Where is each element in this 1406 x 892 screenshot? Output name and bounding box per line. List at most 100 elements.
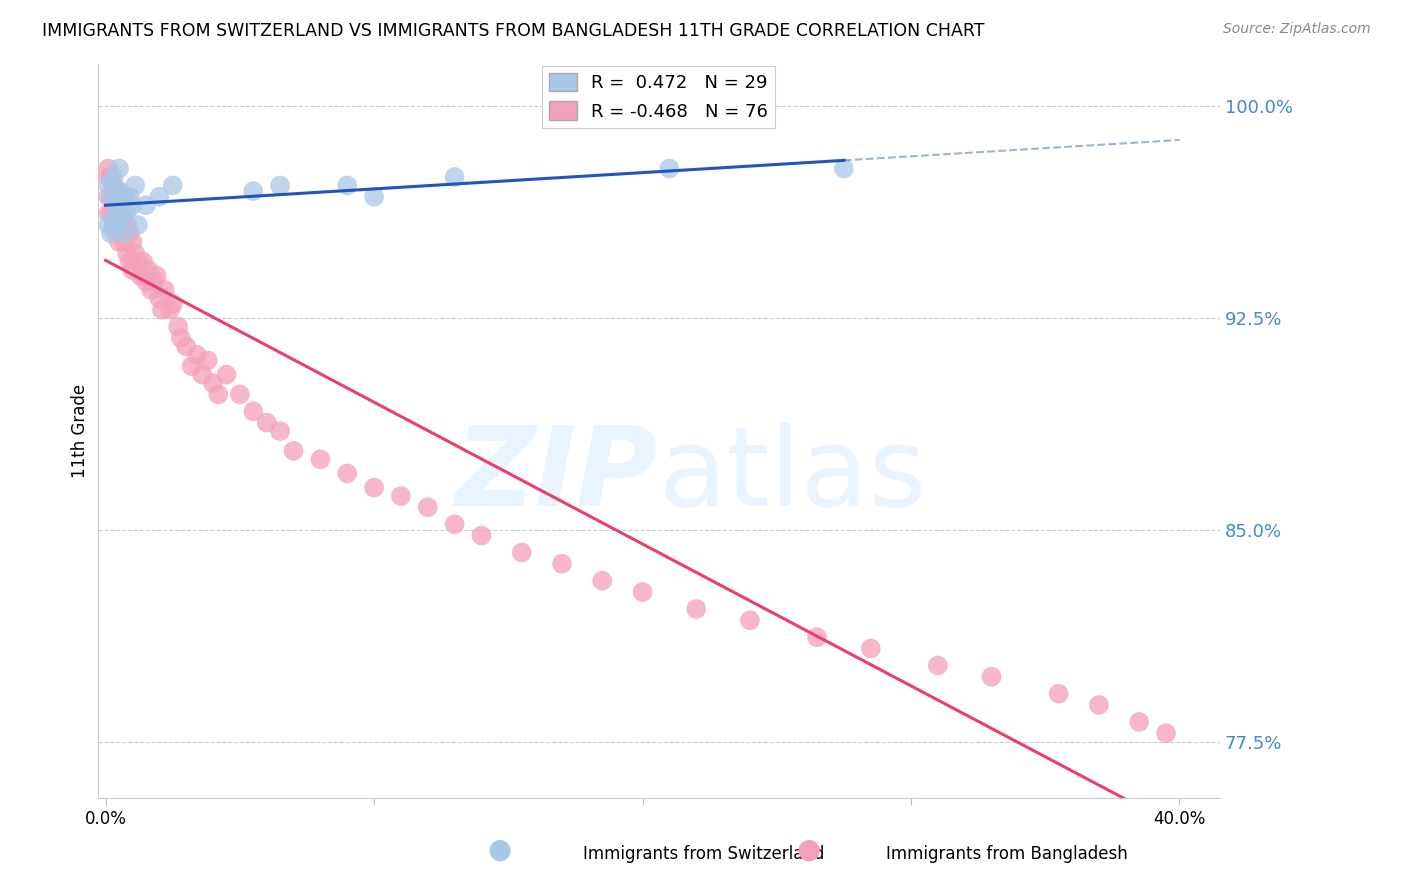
- Point: [180, 359, 202, 373]
- Point: [108, 207, 131, 221]
- Point: [97, 169, 120, 184]
- Point: [389, 489, 412, 503]
- Point: [121, 198, 143, 212]
- Point: [148, 190, 170, 204]
- Point: [269, 178, 291, 193]
- Point: [111, 227, 134, 241]
- Point: [443, 169, 465, 184]
- Point: [202, 376, 225, 390]
- Point: [806, 630, 828, 644]
- Point: [112, 227, 135, 241]
- Point: [129, 268, 152, 283]
- Point: [658, 161, 681, 176]
- Point: [551, 557, 574, 571]
- Point: [111, 198, 134, 212]
- Point: [363, 481, 385, 495]
- Point: [283, 443, 305, 458]
- Point: [135, 275, 157, 289]
- Point: [256, 416, 278, 430]
- Text: Immigrants from Bangladesh: Immigrants from Bangladesh: [886, 846, 1128, 863]
- Point: [115, 246, 138, 260]
- Text: Immigrants from Switzerland: Immigrants from Switzerland: [583, 846, 825, 863]
- Point: [153, 283, 176, 297]
- Point: [591, 574, 613, 588]
- Point: [148, 292, 170, 306]
- Text: ●: ●: [486, 836, 512, 863]
- Point: [100, 207, 122, 221]
- Point: [1128, 714, 1150, 729]
- Point: [108, 212, 131, 227]
- Point: [124, 178, 146, 193]
- Point: [162, 297, 184, 311]
- Point: [443, 517, 465, 532]
- Text: Source: ZipAtlas.com: Source: ZipAtlas.com: [1223, 22, 1371, 37]
- Point: [105, 190, 128, 204]
- Point: [207, 387, 229, 401]
- Point: [97, 178, 120, 193]
- Point: [832, 161, 855, 176]
- Point: [927, 658, 949, 673]
- Text: IMMIGRANTS FROM SWITZERLAND VS IMMIGRANTS FROM BANGLADESH 11TH GRADE CORRELATION: IMMIGRANTS FROM SWITZERLAND VS IMMIGRANT…: [42, 22, 984, 40]
- Point: [132, 254, 155, 268]
- Point: [115, 218, 138, 232]
- Point: [97, 190, 120, 204]
- Text: ZIP: ZIP: [456, 422, 658, 529]
- Point: [309, 452, 332, 467]
- Point: [159, 302, 181, 317]
- Point: [1154, 726, 1177, 740]
- Point: [170, 331, 193, 345]
- Point: [127, 218, 149, 232]
- Point: [121, 263, 143, 277]
- Point: [118, 227, 141, 241]
- Point: [510, 545, 533, 559]
- Point: [162, 178, 184, 193]
- Point: [229, 387, 252, 401]
- Point: [127, 254, 149, 268]
- Point: [269, 424, 291, 438]
- Point: [859, 641, 882, 656]
- Point: [124, 246, 146, 260]
- Point: [242, 404, 264, 418]
- Point: [105, 212, 128, 227]
- Point: [108, 184, 131, 198]
- Point: [141, 283, 163, 297]
- Point: [100, 169, 122, 184]
- Point: [111, 207, 134, 221]
- Point: [685, 602, 707, 616]
- Point: [108, 161, 131, 176]
- Point: [142, 275, 165, 289]
- Point: [103, 212, 125, 227]
- Point: [174, 339, 197, 353]
- Point: [980, 670, 1002, 684]
- Point: [115, 203, 138, 218]
- Point: [242, 184, 264, 198]
- Text: atlas: atlas: [658, 422, 927, 529]
- Point: [191, 368, 214, 382]
- Point: [105, 218, 128, 232]
- Point: [215, 368, 238, 382]
- Point: [112, 190, 135, 204]
- Point: [336, 178, 359, 193]
- Point: [103, 198, 125, 212]
- Point: [100, 227, 122, 241]
- Point: [97, 218, 120, 232]
- Point: [167, 319, 190, 334]
- Text: ●: ●: [796, 836, 821, 863]
- Point: [118, 190, 141, 204]
- Point: [105, 198, 128, 212]
- Point: [336, 467, 359, 481]
- Point: [416, 500, 439, 515]
- Point: [197, 353, 219, 368]
- Point: [108, 184, 131, 198]
- Point: [145, 268, 167, 283]
- Point: [470, 528, 492, 542]
- Point: [363, 190, 385, 204]
- Point: [138, 263, 160, 277]
- Point: [103, 178, 125, 193]
- Point: [150, 302, 173, 317]
- Point: [97, 161, 120, 176]
- Point: [103, 218, 125, 232]
- Point: [1088, 698, 1111, 712]
- Point: [100, 190, 122, 204]
- Point: [105, 227, 128, 241]
